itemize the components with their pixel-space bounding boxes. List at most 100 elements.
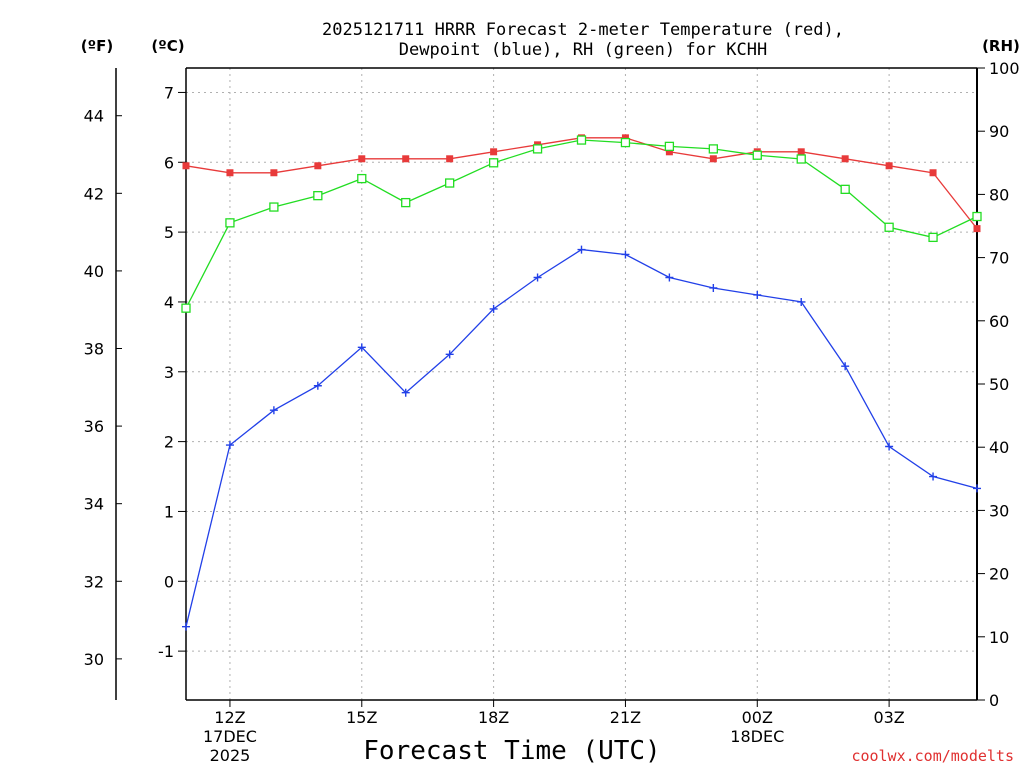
x-tick-label: 18DEC bbox=[730, 727, 784, 746]
temperature-point bbox=[446, 155, 454, 163]
fahrenheit-tick-label: 38 bbox=[84, 340, 104, 359]
dewpoint-point bbox=[885, 442, 894, 451]
dewpoint-line bbox=[185, 248, 978, 627]
celsius-tick-label: 7 bbox=[164, 83, 174, 102]
dewpoint-series bbox=[182, 245, 981, 631]
rh-tick-label: 60 bbox=[989, 312, 1009, 331]
chart-title-line-2: Dewpoint (blue), RH (green) for KCHH bbox=[399, 40, 767, 60]
celsius-tick-label: 0 bbox=[164, 572, 174, 591]
temperature-line bbox=[185, 137, 978, 230]
fahrenheit-tick-label: 42 bbox=[84, 184, 104, 203]
rh-unit-label: (RH) bbox=[982, 37, 1020, 55]
temperature-point bbox=[885, 162, 893, 170]
rh-point bbox=[181, 303, 191, 313]
rh-point bbox=[532, 144, 543, 154]
temperature-point bbox=[841, 155, 849, 163]
fahrenheit-tick-label: 32 bbox=[84, 572, 104, 591]
temperature-point bbox=[490, 148, 498, 156]
fahrenheit-unit-label: (ºF) bbox=[81, 37, 113, 55]
rh-series bbox=[181, 135, 982, 313]
x-tick-label: 21Z bbox=[610, 708, 641, 727]
temperature-point bbox=[665, 148, 673, 156]
celsius-tick-label: 5 bbox=[164, 223, 174, 242]
rh-point bbox=[269, 202, 279, 212]
rh-tick-label: 40 bbox=[989, 438, 1009, 457]
rh-point bbox=[620, 137, 631, 148]
dewpoint-point bbox=[357, 343, 366, 352]
rh-point bbox=[796, 154, 806, 164]
credit-text: coolwx.com/modelts bbox=[851, 747, 1014, 765]
x-tick-label: 17DEC bbox=[203, 727, 257, 746]
dewpoint-point bbox=[621, 250, 630, 259]
chart-title-line-1: 2025121711 HRRR Forecast 2-meter Tempera… bbox=[322, 20, 844, 40]
dewpoint-point bbox=[533, 273, 542, 282]
fahrenheit-tick-label: 44 bbox=[84, 107, 104, 126]
rh-point bbox=[664, 141, 675, 152]
temperature-point bbox=[270, 169, 278, 177]
rh-tick-label: 10 bbox=[989, 628, 1009, 647]
temperature-point bbox=[621, 134, 629, 142]
rh-point bbox=[840, 184, 850, 194]
dewpoint-point bbox=[841, 362, 850, 371]
celsius-tick-label: 4 bbox=[164, 293, 174, 312]
rh-tick-label: 70 bbox=[989, 249, 1009, 268]
temperature-point bbox=[226, 169, 234, 177]
x-tick-label: 00Z bbox=[742, 708, 773, 727]
temperature-point bbox=[709, 155, 717, 163]
rh-point bbox=[313, 191, 323, 201]
rh-point bbox=[752, 150, 762, 160]
dewpoint-point bbox=[577, 245, 586, 254]
x-tick-label: 15Z bbox=[346, 708, 377, 727]
rh-tick-label: 80 bbox=[989, 185, 1009, 204]
x-tick-label: 18Z bbox=[478, 708, 509, 727]
rh-tick-label: 0 bbox=[989, 691, 999, 710]
temperature-point bbox=[402, 155, 410, 163]
rh-tick-label: 20 bbox=[989, 565, 1009, 584]
temperature-point bbox=[182, 162, 190, 170]
dewpoint-point bbox=[753, 290, 762, 299]
temperature-point bbox=[929, 169, 937, 177]
x-tick-label: 2025 bbox=[210, 746, 251, 765]
dewpoint-point bbox=[401, 388, 410, 397]
temperature-series bbox=[182, 134, 981, 233]
fahrenheit-tick-label: 40 bbox=[84, 262, 104, 281]
rh-line bbox=[185, 139, 978, 309]
temperature-point bbox=[797, 148, 805, 156]
temperature-point bbox=[314, 162, 322, 170]
celsius-tick-label: -1 bbox=[158, 642, 174, 661]
rh-point bbox=[576, 135, 587, 145]
rh-point bbox=[445, 178, 455, 188]
dewpoint-point bbox=[929, 472, 938, 481]
celsius-tick-label: 1 bbox=[164, 502, 174, 521]
rh-point bbox=[357, 173, 367, 184]
rh-tick-label: 90 bbox=[989, 122, 1009, 141]
temperature-point bbox=[973, 225, 981, 233]
x-axis-label: Forecast Time (UTC) bbox=[363, 736, 660, 766]
rh-point bbox=[928, 232, 938, 243]
dewpoint-point bbox=[665, 273, 674, 282]
dewpoint-point bbox=[225, 441, 234, 450]
rh-point bbox=[708, 144, 718, 154]
rh-point bbox=[488, 158, 499, 168]
celsius-tick-label: 3 bbox=[164, 363, 174, 382]
dewpoint-point bbox=[797, 297, 806, 306]
dewpoint-point bbox=[269, 406, 278, 415]
x-tick-label: 03Z bbox=[873, 708, 904, 727]
rh-point bbox=[401, 197, 411, 208]
rh-tick-label: 30 bbox=[989, 501, 1009, 520]
dewpoint-point bbox=[709, 283, 718, 292]
rh-point bbox=[972, 211, 982, 222]
rh-point bbox=[884, 222, 894, 232]
rh-tick-label: 100 bbox=[989, 59, 1020, 78]
celsius-tick-label: 2 bbox=[164, 433, 174, 452]
fahrenheit-tick-label: 34 bbox=[84, 495, 104, 514]
dewpoint-point bbox=[182, 622, 190, 631]
rh-point bbox=[225, 218, 235, 228]
x-tick-label: 12Z bbox=[214, 708, 245, 727]
fahrenheit-tick-label: 30 bbox=[84, 650, 104, 669]
dewpoint-point bbox=[445, 350, 454, 359]
dewpoint-point bbox=[313, 381, 322, 390]
dewpoint-point bbox=[489, 304, 498, 313]
fahrenheit-tick-label: 36 bbox=[84, 417, 104, 436]
celsius-tick-label: 6 bbox=[164, 153, 174, 172]
